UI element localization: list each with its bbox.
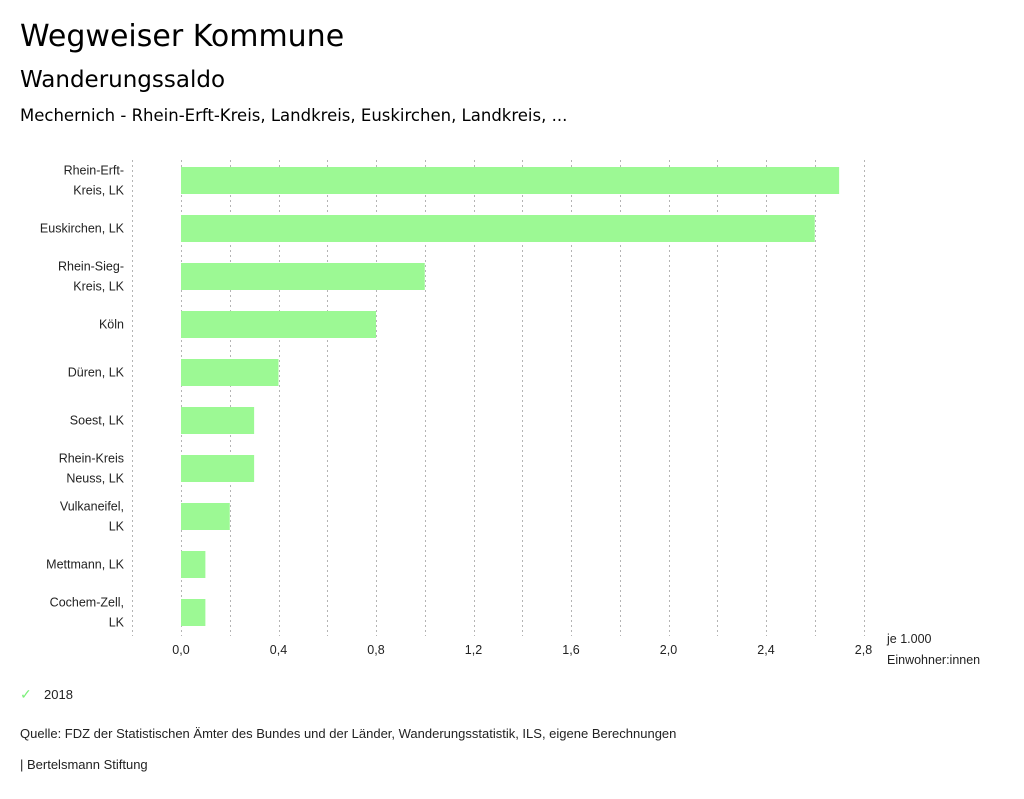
bar[interactable] [181, 407, 255, 434]
x-tick-label: 2,4 [757, 643, 774, 657]
credit-note: | Bertelsmann Stiftung [20, 757, 148, 772]
legend[interactable]: ✓ 2018 [20, 686, 73, 703]
y-axis-labels: Rhein-Erft-Kreis, LK Euskirchen, LK Rhein-… [40, 164, 125, 630]
check-icon: ✓ [20, 686, 32, 702]
source-note: Quelle: FDZ der Statistischen Ämter des … [20, 726, 677, 741]
y-tick-label: Vulkaneifel, LK [60, 500, 125, 534]
chart-subtitle: Wanderungssaldo [20, 67, 226, 93]
x-tick-label: 0,0 [172, 643, 189, 657]
bar[interactable] [181, 359, 279, 386]
bar[interactable] [181, 263, 425, 290]
gridlines [132, 160, 865, 636]
y-tick-label: Cochem-Zell, LK [50, 596, 125, 630]
x-tick-label: 2,8 [855, 643, 872, 657]
bar-chart: Rhein-Erft-Kreis, LK Euskirchen, LK Rhein-… [40, 160, 980, 667]
x-axis-unit: je 1.000 Einwohner:innen [886, 632, 980, 667]
bars [181, 167, 840, 626]
legend-label: 2018 [44, 687, 73, 702]
y-tick-label: Köln [99, 318, 124, 332]
x-tick-label: 0,8 [367, 643, 384, 657]
bar[interactable] [181, 455, 255, 482]
x-tick-label: 2,0 [660, 643, 677, 657]
y-tick-label: Euskirchen, LK [40, 222, 125, 236]
page-title: Wegweiser Kommune [20, 19, 345, 54]
y-tick-label: Düren, LK [68, 366, 125, 380]
bar[interactable] [181, 599, 206, 626]
region-label: Mechernich - Rhein-Erft-Kreis, Landkreis… [20, 106, 568, 125]
x-axis-labels: 0,0 0,4 0,8 1,2 1,6 2,0 2,4 2,8 [172, 643, 872, 657]
y-tick-label: Mettmann, LK [46, 558, 124, 572]
bar[interactable] [181, 167, 840, 194]
y-tick-label: Rhein-Kreis Neuss, LK [59, 452, 125, 486]
bar[interactable] [181, 551, 206, 578]
bar[interactable] [181, 311, 376, 338]
x-tick-label: 1,2 [465, 643, 482, 657]
x-axis-unit-label: je 1.000 [886, 632, 932, 646]
y-tick-label: Soest, LK [70, 414, 125, 428]
bar[interactable] [181, 503, 230, 530]
x-tick-label: 0,4 [270, 643, 287, 657]
x-axis-unit-label: Einwohner:innen [887, 653, 980, 667]
y-tick-label: Rhein-Erft-Kreis, LK [64, 164, 125, 198]
x-tick-label: 1,6 [562, 643, 579, 657]
bar[interactable] [181, 215, 815, 242]
y-tick-label: Rhein-Sieg-Kreis, LK [58, 260, 125, 294]
